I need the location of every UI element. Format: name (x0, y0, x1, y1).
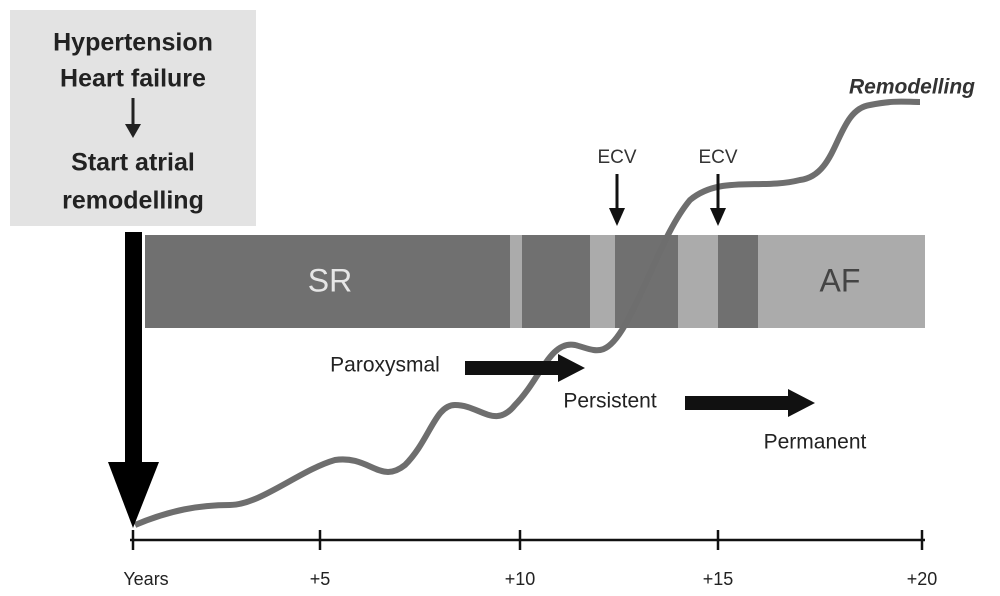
remodelling-curve (133, 98, 921, 528)
onset-arrow-head (108, 462, 159, 528)
phase-arrow (465, 361, 560, 375)
curve-label: Remodelling (849, 76, 975, 99)
ecv-arrow-head (609, 208, 625, 226)
ecv-label: ECV (698, 147, 737, 168)
sr-label: SR (308, 262, 352, 298)
af-label: AF (820, 262, 861, 298)
phase-arrow-head (558, 354, 585, 382)
bar-segment (522, 235, 590, 328)
box-line: remodelling (62, 187, 204, 215)
box-line: Heart failure (60, 65, 206, 93)
ecv-arrow-head (710, 208, 726, 226)
box-line: Start atrial (71, 149, 195, 177)
phase-arrow-head (788, 389, 815, 417)
bar-segment (590, 235, 615, 328)
rhythm-bar (145, 235, 925, 328)
axis-label: +10 (505, 569, 536, 589)
onset-arrow (125, 232, 142, 467)
phase-label: Persistent (563, 390, 657, 413)
bar-segment (145, 235, 510, 328)
axis-label: +15 (703, 569, 734, 589)
bar-segment (758, 235, 925, 328)
bar-segment (678, 235, 718, 328)
axis-label: +5 (310, 569, 331, 589)
bar-segment (510, 235, 522, 328)
bar-segment (718, 235, 758, 328)
axis-label: +20 (907, 569, 938, 589)
ecv-label: ECV (597, 147, 636, 168)
phase-label: Paroxysmal (330, 354, 440, 377)
box-arrow-head (125, 124, 141, 138)
box-line: Hypertension (53, 29, 213, 57)
phase-label: Permanent (764, 431, 867, 454)
phase-arrow (685, 396, 790, 410)
axis-label: Years (123, 569, 168, 589)
